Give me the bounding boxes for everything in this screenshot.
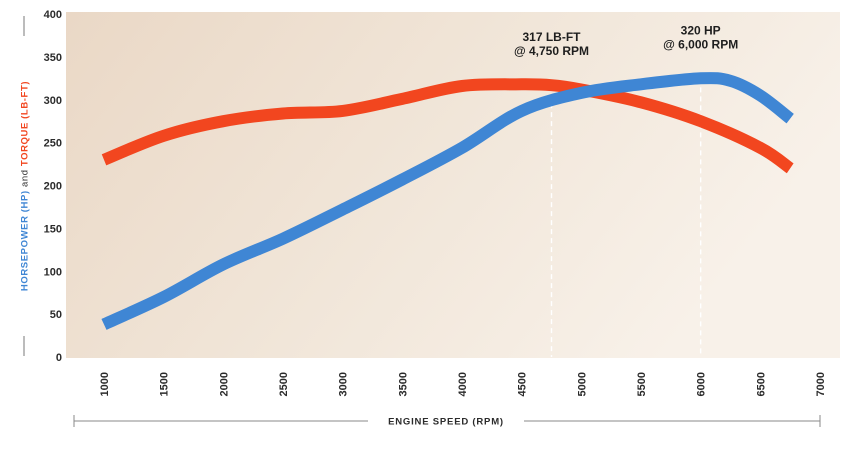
plot-background — [66, 12, 840, 358]
x-axis-ticks: 1000 1500 2000 2500 3000 3500 4000 4500 5000 5500… — [99, 372, 827, 396]
x-tick-label: 3000 — [338, 372, 350, 396]
y-tick-label: 100 — [44, 266, 62, 278]
x-axis-label: ENGINE SPEED (RPM) — [388, 417, 504, 428]
x-tick-label: 5000 — [576, 372, 588, 396]
y-tick-label: 350 — [44, 52, 62, 64]
y-tick-label: 250 — [44, 138, 62, 150]
annotation-label-line1: 317 LB-FT — [522, 30, 581, 44]
x-tick-label: 2500 — [278, 372, 290, 396]
horsepower-line — [101, 72, 794, 330]
y-axis-ticks: 0 50 100 150 200 250 300 350 400 — [44, 9, 62, 364]
x-tick-label: 6500 — [755, 372, 767, 396]
x-tick-label: 5500 — [636, 372, 648, 396]
y-label-tq: TORQUE (LB-FT) — [20, 81, 31, 166]
annotation-label-line2: @ 6,000 RPM — [663, 37, 738, 51]
x-tick-label: 4500 — [517, 372, 529, 396]
x-axis-label-group: ENGINE SPEED (RPM) — [73, 415, 821, 428]
y-tick-label: 150 — [44, 223, 62, 235]
annotations: 317 LB-FT@ 4,750 RPM 320 HP@ 6,000 RPM — [514, 23, 738, 58]
x-tick-label: 3500 — [397, 372, 409, 396]
x-tick-label: 1500 — [159, 372, 171, 396]
y-label-and: and — [20, 166, 31, 190]
y-tick-label: 50 — [50, 309, 62, 321]
x-tick-label: 7000 — [815, 372, 827, 396]
data-series — [101, 72, 794, 330]
annotation-label-line2: @ 4,750 RPM — [514, 44, 589, 58]
y-tick-label: 200 — [44, 181, 62, 193]
x-tick-label: 2000 — [218, 372, 230, 396]
torque-line — [101, 78, 794, 174]
y-label-hp: HORSEPOWER (HP) — [20, 190, 31, 291]
y-tick-label: 0 — [56, 352, 62, 364]
y-tick-label: 300 — [44, 95, 62, 107]
x-tick-label: 1000 — [99, 372, 111, 396]
y-axis-label: HORSEPOWER (HP) and TORQUE (LB-FT) — [20, 16, 31, 356]
y-axis-label-text: HORSEPOWER (HP) and TORQUE (LB-FT) — [20, 81, 31, 291]
y-tick-label: 400 — [44, 9, 62, 21]
annotation-label-line1: 320 HP — [681, 23, 721, 37]
x-tick-label: 4000 — [457, 372, 469, 396]
x-tick-label: 6000 — [696, 372, 708, 396]
